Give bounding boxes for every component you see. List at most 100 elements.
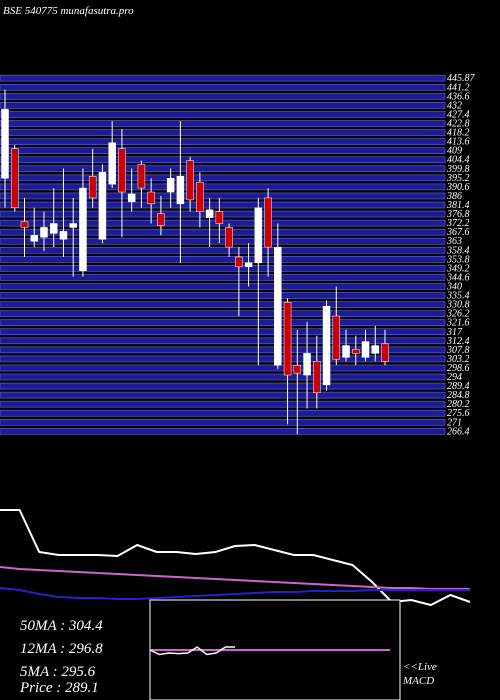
indicator-line [0,587,470,600]
y-tick-label: 321.6 [446,318,470,329]
y-tick-label: 307.8 [446,345,470,356]
grid-line [0,201,446,209]
ma-text: 50MA : 304.4 [20,618,103,634]
grid-line [0,174,446,182]
y-tick-label: 363 [446,236,462,247]
candle-body [293,364,302,374]
candle-body [332,315,341,360]
candle-body [157,213,165,226]
candle-body [98,172,107,240]
y-tick-label: 275.6 [447,408,470,419]
y-tick-label: 432 [447,100,462,111]
y-tick-label: 271 [447,417,462,428]
candle-body [254,207,263,264]
y-tick-label: 445.87 [447,73,476,84]
candle-body [361,341,370,358]
candle-body [186,160,194,201]
grid-line [0,120,446,127]
grid-line [0,138,446,145]
ma-text: 5MA : 295.6 [20,664,96,680]
y-tick-label: 294 [447,372,462,383]
price-text: Price : 289.1 [19,680,99,696]
candle-body [283,301,292,376]
candle-body [322,305,331,386]
candle-body [303,353,311,376]
grid-line [0,337,446,345]
grid-line [0,328,446,336]
grid-line [0,418,446,426]
grid-line [0,391,446,399]
grid-line [0,256,446,263]
grid-line [0,346,446,354]
candle-body [69,223,77,228]
y-tick-label: 284.8 [447,390,470,401]
macd-line [149,646,235,656]
grid-line [0,310,446,317]
candle-body [371,345,380,354]
y-tick-label: 381.4 [446,200,470,211]
grid-line [0,301,446,308]
candle-body [166,177,175,193]
candle-body [108,142,116,185]
y-tick-label: 372.2 [446,218,470,229]
y-tick-label: 266.4 [447,426,470,437]
grid-line [0,93,446,100]
grid-line [0,428,446,435]
candle-body [313,361,321,394]
chart-title: BSE 540775 munafasutra.pro [3,5,134,17]
grid-line [0,409,446,417]
y-tick-label: 340 [446,281,462,292]
grid-line [0,165,446,173]
grid-line [0,355,446,363]
y-tick-label: 376.8 [446,209,470,220]
y-tick-label: 413.6 [447,137,470,148]
y-tick-label: 404.4 [447,155,470,166]
y-tick-label: 312.4 [446,336,470,347]
y-tick-label: 427.4 [447,109,470,120]
y-tick-label: 422.8 [447,119,470,130]
candle-body [88,176,97,199]
grid-line [0,102,446,109]
y-tick-label: 326.2 [446,309,470,320]
grid-line [0,147,446,154]
candle-body [118,148,126,193]
y-tick-label: 317 [446,327,463,338]
candle-body [244,262,253,268]
y-tick-label: 395.2 [446,173,470,184]
candle-body [215,211,224,224]
y-tick-label: 399.8 [446,164,470,175]
candle-body [264,197,272,248]
y-tick-label: 344.6 [446,272,470,283]
grid-line [0,400,446,408]
y-tick-label: 303.2 [446,354,470,365]
indicator-line [0,566,470,590]
grid-line [0,156,446,164]
grid-line [0,84,446,91]
candle-body [225,227,233,248]
candle-body [176,176,185,205]
grid-line [0,246,446,254]
candle-body [40,227,48,238]
y-tick-label: 436.6 [447,91,470,102]
y-tick-label: 353.8 [446,254,470,265]
grid-line [0,283,446,290]
candle-body [196,181,204,212]
grid-line [0,364,446,372]
grid-line [0,292,446,299]
candle-body [1,109,9,179]
grid-line [0,111,446,118]
grid-line [0,237,446,245]
y-tick-label: 298.6 [447,363,470,374]
candle-body [127,193,136,203]
candle-body [59,231,68,240]
grid-line [0,274,446,281]
live-link[interactable]: <<Live [403,661,437,673]
candle-body [137,164,146,189]
candle-body [274,246,282,366]
candle-body [30,235,38,242]
grid-line [0,382,446,390]
grid-line [0,265,446,272]
candle-body [342,345,350,358]
y-tick-label: 289.4 [447,381,470,392]
